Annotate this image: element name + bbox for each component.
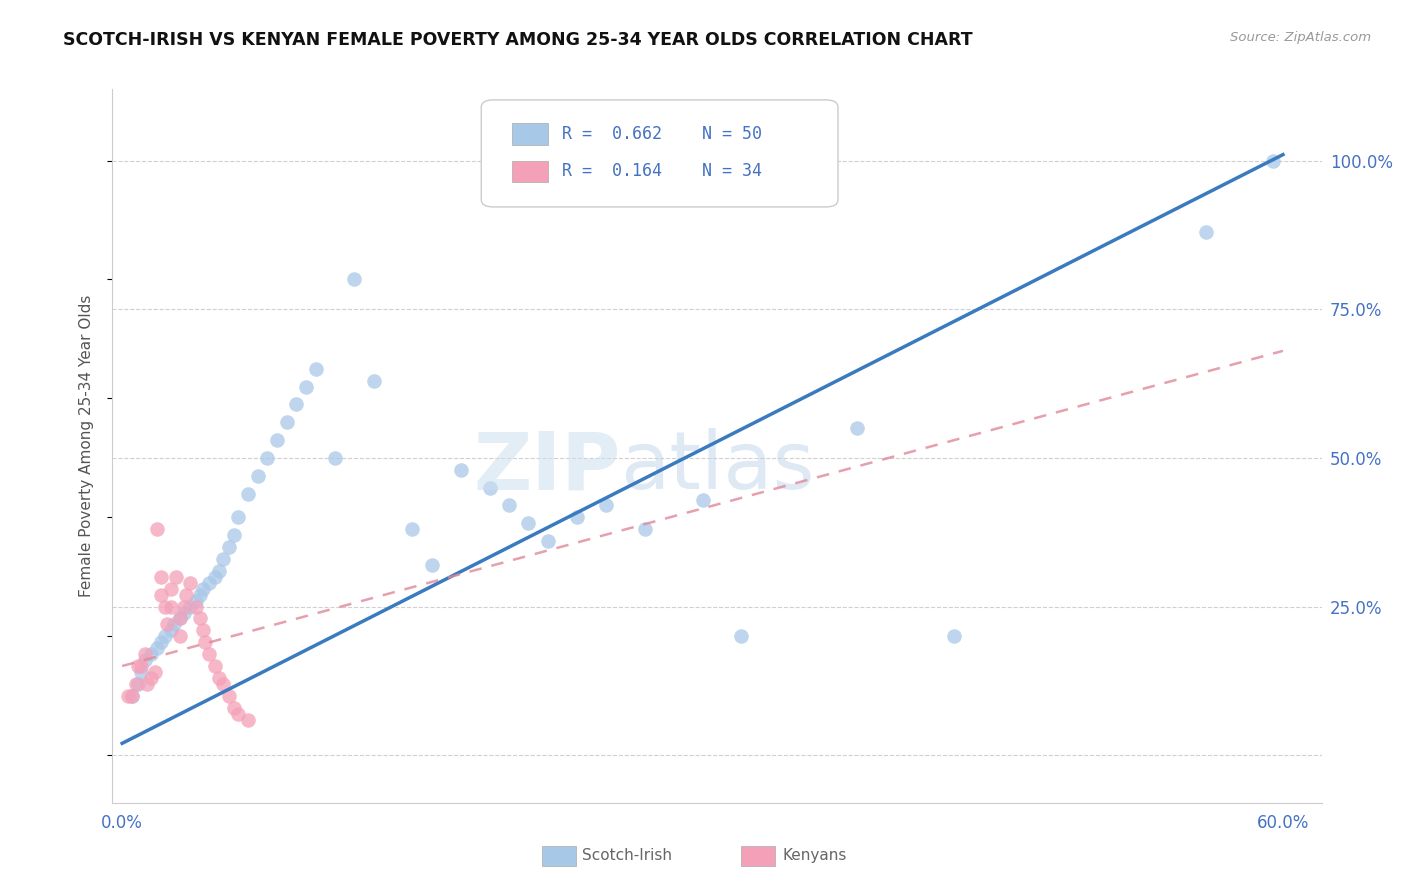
Point [174,588,197,602]
Point [285,397,308,411]
Text: SCOTCH-IRISH VS KENYAN FEMALE POVERTY AMONG 25-34 YEAR OLDS CORRELATION CHART: SCOTCH-IRISH VS KENYAN FEMALE POVERTY AM… [63,31,973,49]
Point [184,593,207,607]
Point [730,629,752,643]
Bar [512,123,548,145]
Point [304,361,326,376]
Point [565,510,588,524]
Point [131,665,153,679]
Point [193,582,215,596]
Point [169,611,191,625]
Point [188,611,211,625]
Point [184,599,207,614]
Point [188,588,211,602]
Point [125,677,148,691]
Point [141,671,163,685]
Point [193,624,215,638]
Point [498,499,520,513]
Text: R =  0.164    N = 34: R = 0.164 N = 34 [562,162,762,180]
Point [204,570,226,584]
Point [149,588,172,602]
Point [131,659,153,673]
Point [323,450,346,465]
Point [134,647,156,661]
Point [121,689,143,703]
Point [295,379,318,393]
Point [198,575,221,590]
Point [143,665,166,679]
Point [420,558,443,572]
Text: Kenyans: Kenyans [782,848,846,863]
Point [224,700,246,714]
Point [165,570,187,584]
Point [211,677,233,691]
Point [198,647,221,661]
Point [204,659,226,673]
Point [141,647,163,661]
Point [156,617,179,632]
Point [146,641,169,656]
Point [173,599,195,614]
Text: ZIP: ZIP [472,428,620,507]
Point [226,706,249,721]
Point [517,516,540,531]
Point [121,689,143,703]
Point [478,481,501,495]
Point [127,677,149,691]
Point [246,468,269,483]
Point [179,599,201,614]
Y-axis label: Female Poverty Among 25-34 Year Olds: Female Poverty Among 25-34 Year Olds [79,295,94,597]
Point [208,564,231,578]
Point [236,486,259,500]
FancyBboxPatch shape [481,100,838,207]
Point [401,522,423,536]
Text: atlas: atlas [620,428,814,507]
Point [537,534,560,549]
Point [159,599,181,614]
Point [169,629,191,643]
Point [943,629,966,643]
Point [149,635,172,649]
Point [127,659,149,673]
Point [363,374,385,388]
Point [194,635,217,649]
Point [153,599,176,614]
Bar [741,846,775,865]
Point [224,528,246,542]
Point [633,522,655,536]
Point [266,433,288,447]
Point [218,540,240,554]
Point [256,450,278,465]
Point [218,689,240,703]
Point [343,272,366,286]
Point [692,492,714,507]
Point [159,582,181,596]
Point [169,611,191,625]
Point [208,671,231,685]
Point [153,629,176,643]
Point [173,606,195,620]
Point [450,463,472,477]
Point [149,570,172,584]
Point [236,713,259,727]
Text: R =  0.662    N = 50: R = 0.662 N = 50 [562,125,762,143]
Bar [512,161,548,182]
Point [159,624,181,638]
Point [136,677,159,691]
Bar [541,846,575,865]
Point [134,653,156,667]
Point [276,415,298,429]
Text: Scotch-Irish: Scotch-Irish [582,848,672,863]
Point [163,617,186,632]
Point [846,421,869,435]
Point [146,522,169,536]
Point [595,499,617,513]
Point [1194,225,1216,239]
Point [117,689,139,703]
Text: Source: ZipAtlas.com: Source: ZipAtlas.com [1230,31,1371,45]
Point [211,552,233,566]
Point [1263,153,1285,168]
Point [226,510,249,524]
Point [179,575,201,590]
